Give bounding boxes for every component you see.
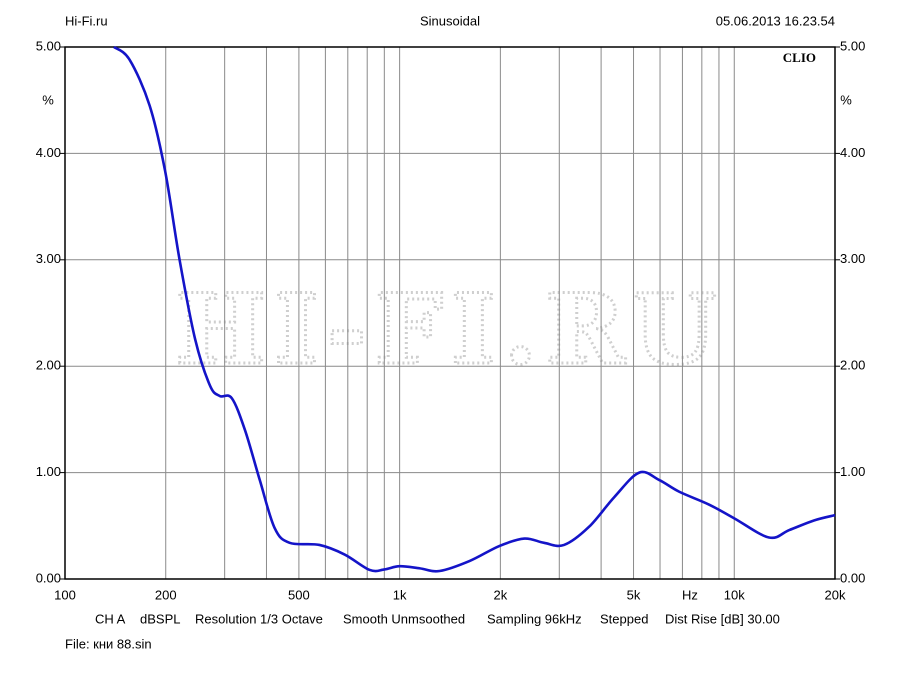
x-tick-label: 5k (627, 587, 641, 602)
y-tick-label-right: 1.00 (840, 464, 865, 479)
y-unit-right: % (840, 92, 852, 107)
footer-item: Smooth Unmsoothed (343, 611, 465, 626)
x-tick-label: 10k (724, 587, 745, 602)
y-tick-label: 0.00 (36, 570, 61, 585)
footer-item: CH A (95, 611, 126, 626)
distortion-line (113, 45, 836, 573)
header-left: Hi-Fi.ru (65, 13, 108, 28)
chart-title: Sinusoidal (420, 13, 480, 28)
footer-item: Stepped (600, 611, 648, 626)
plot-frame (64, 46, 836, 580)
y-tick-label: 5.00 (36, 38, 61, 53)
x-axis-label: Hz (682, 587, 698, 602)
y-tick-label-right: 2.00 (840, 358, 865, 373)
y-tick-label: 4.00 (36, 145, 61, 160)
x-tick-label: 200 (155, 587, 177, 602)
y-unit: % (42, 92, 54, 107)
x-tick-label: 2k (494, 587, 508, 602)
brand: CLIO (783, 50, 816, 65)
y-tick-label: 2.00 (36, 358, 61, 373)
x-tick-label: 100 (54, 587, 76, 602)
footer-item: Sampling 96kHz (487, 611, 582, 626)
y-tick-label-right: 3.00 (840, 251, 865, 266)
y-tick-label: 3.00 (36, 251, 61, 266)
y-tick-label-right: 0.00 (840, 570, 865, 585)
y-tick-label-right: 4.00 (840, 145, 865, 160)
x-tick-label: 1k (393, 587, 407, 602)
header-right: 05.06.2013 16.23.54 (716, 13, 835, 28)
footer-item: Dist Rise [dB] 30.00 (665, 611, 780, 626)
footer-item: dBSPL (140, 611, 180, 626)
watermark: HI-FI.RU (175, 273, 724, 386)
y-tick-label: 1.00 (36, 464, 61, 479)
x-tick-label: 20k (825, 587, 846, 602)
file-name: File: кни 88.sin (65, 636, 152, 651)
footer-item: Resolution 1/3 Octave (195, 611, 323, 626)
y-tick-label-right: 5.00 (840, 38, 865, 53)
x-tick-label: 500 (288, 587, 310, 602)
